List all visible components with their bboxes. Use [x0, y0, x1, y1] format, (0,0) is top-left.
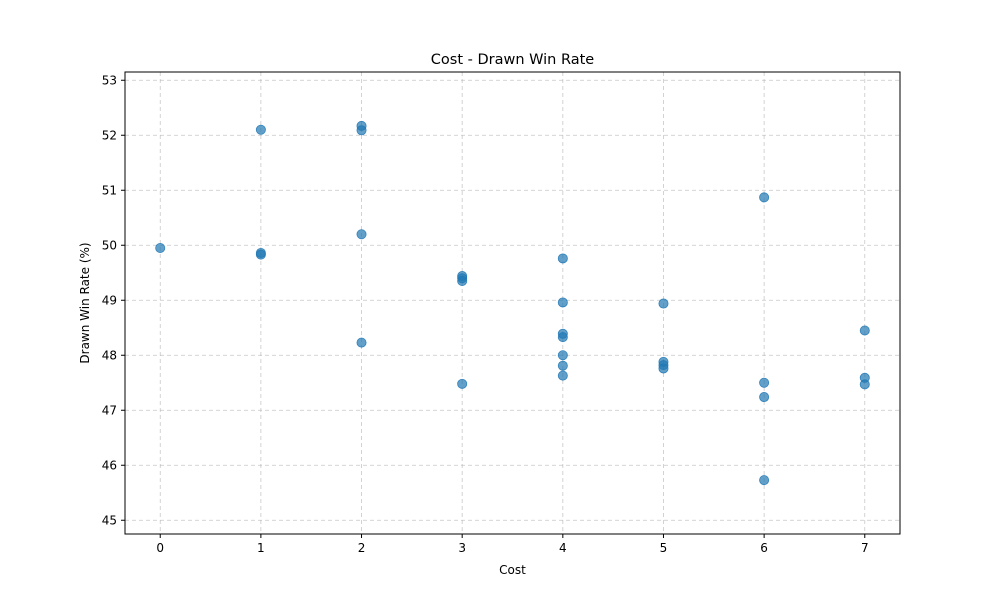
- x-tick-label: 3: [458, 541, 466, 555]
- data-point: [356, 229, 367, 240]
- x-tick-label: 2: [358, 541, 366, 555]
- y-tick-label: 52: [102, 128, 117, 142]
- chart-title: Cost - Drawn Win Rate: [431, 52, 595, 68]
- data-point: [859, 379, 870, 390]
- data-point: [658, 363, 669, 374]
- x-tick-label: 0: [156, 541, 164, 555]
- y-tick-label: 47: [102, 403, 117, 417]
- data-point: [859, 325, 870, 336]
- data-point: [557, 332, 568, 343]
- x-tick-label: 5: [660, 541, 668, 555]
- x-axis-label: Cost: [499, 563, 526, 577]
- data-point: [457, 378, 468, 389]
- data-point: [658, 298, 669, 309]
- data-point: [759, 377, 770, 388]
- grid-lines: [125, 72, 900, 534]
- x-tick-label: 4: [559, 541, 567, 555]
- data-point: [356, 337, 367, 348]
- data-point: [457, 275, 468, 286]
- data-point: [356, 125, 367, 136]
- data-point: [557, 297, 568, 308]
- data-point: [557, 350, 568, 361]
- y-tick-label: 46: [102, 458, 117, 472]
- y-axis-label: Drawn Win Rate (%): [78, 242, 92, 363]
- data-point: [759, 475, 770, 486]
- data-point: [759, 392, 770, 403]
- y-tick-label: 50: [102, 238, 117, 252]
- y-tick-label: 53: [102, 73, 117, 87]
- y-tick-label: 48: [102, 348, 117, 362]
- y-tick-label: 45: [102, 513, 117, 527]
- x-tick-label: 7: [861, 541, 869, 555]
- data-point: [155, 242, 166, 253]
- data-point: [557, 360, 568, 371]
- data-point: [255, 124, 266, 135]
- data-point: [557, 370, 568, 381]
- y-tick-label: 49: [102, 293, 117, 307]
- data-point: [255, 249, 266, 260]
- data-point: [557, 253, 568, 264]
- data-point: [759, 192, 770, 203]
- data-points: [155, 120, 870, 486]
- y-tick-label: 51: [102, 183, 117, 197]
- x-tick-label: 6: [760, 541, 768, 555]
- x-tick-label: 1: [257, 541, 265, 555]
- plot-area-frame: [124, 71, 901, 535]
